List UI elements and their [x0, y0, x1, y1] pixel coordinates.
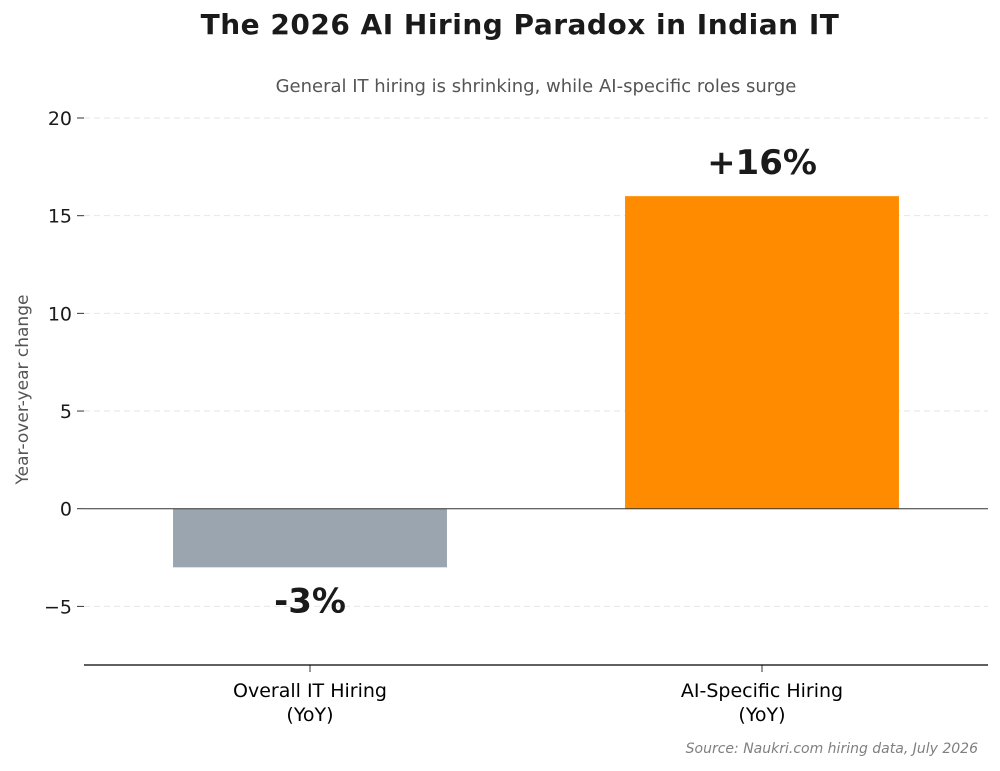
y-tick-label: 15: [48, 206, 72, 228]
bar: [173, 508, 447, 568]
chart-title: The 2026 AI Hiring Paradox in Indian IT: [200, 8, 840, 41]
y-tick-label: 20: [48, 108, 72, 130]
bars: [173, 196, 899, 568]
x-tick-label: (YoY): [286, 704, 333, 726]
y-tick-label: 5: [60, 401, 72, 423]
y-tick-label: 0: [60, 499, 72, 521]
chart-subtitle: General IT hiring is shrinking, while AI…: [275, 76, 797, 97]
axes: [77, 117, 988, 672]
data-label: +16%: [707, 143, 817, 183]
y-tick-label: −5: [44, 596, 72, 618]
y-tick-label: 10: [48, 303, 72, 325]
bar: [625, 196, 899, 509]
source-note: Source: Naukri.com hiring data, July 202…: [685, 741, 978, 757]
x-tick-label: AI-Specific Hiring: [681, 680, 843, 702]
data-label: -3%: [274, 581, 346, 621]
x-tick-label: (YoY): [738, 704, 785, 726]
y-axis-label: Year-over-year change: [13, 295, 33, 486]
x-tick-label: Overall IT Hiring: [233, 680, 387, 702]
